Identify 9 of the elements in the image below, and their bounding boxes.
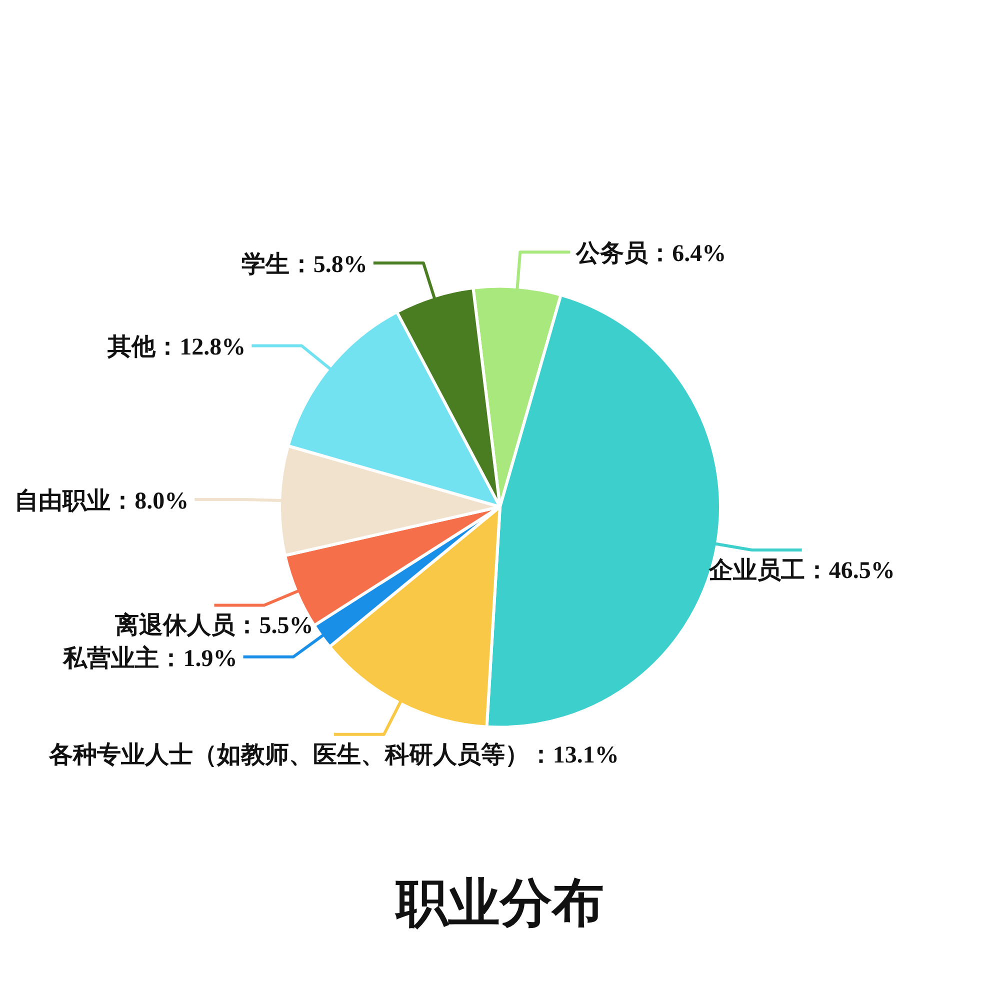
slice-label: 私营业主：1.9% [62, 644, 238, 672]
slice-label: 自由职业：8.0% [14, 487, 189, 514]
slice-label: 企业员工：46.5% [708, 557, 895, 584]
slice-label: 学生：5.8% [241, 251, 368, 278]
text: 职业分布 [394, 873, 604, 934]
slice-label: 其他：12.8% [106, 334, 246, 361]
slice-label: 各种专业人士（如教师、医生、科研人员等）：13.1% [48, 741, 619, 768]
slice-label: 离退休人员：5.5% [114, 612, 314, 640]
slice-label: 公务员：6.4% [575, 240, 726, 268]
